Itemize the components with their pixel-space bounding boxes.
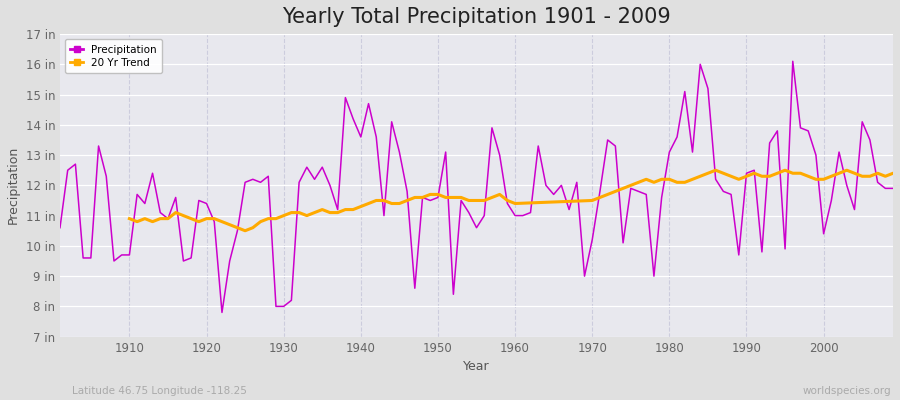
- Y-axis label: Precipitation: Precipitation: [7, 146, 20, 224]
- Text: worldspecies.org: worldspecies.org: [803, 386, 891, 396]
- Title: Yearly Total Precipitation 1901 - 2009: Yearly Total Precipitation 1901 - 2009: [282, 7, 670, 27]
- Text: Latitude 46.75 Longitude -118.25: Latitude 46.75 Longitude -118.25: [72, 386, 247, 396]
- X-axis label: Year: Year: [464, 360, 490, 373]
- Legend: Precipitation, 20 Yr Trend: Precipitation, 20 Yr Trend: [65, 39, 162, 73]
